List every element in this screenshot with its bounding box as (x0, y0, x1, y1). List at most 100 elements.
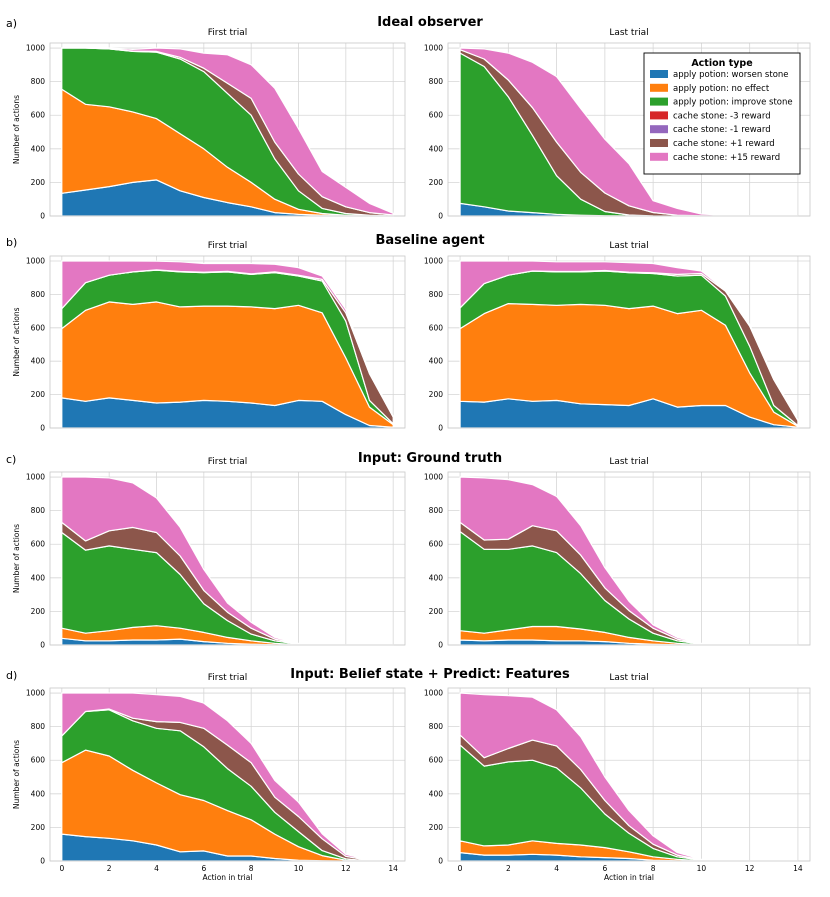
y-tick-label: 400 (429, 357, 444, 366)
subplot-title: Last trial (609, 28, 648, 38)
y-tick-label: 0 (40, 212, 45, 221)
x-axis-label: Action in trial (203, 873, 253, 882)
y-axis-label: Number of actions (12, 307, 21, 376)
subplot-title: First trial (208, 673, 248, 683)
subplot-title: Last trial (609, 457, 648, 467)
y-tick-label: 0 (438, 424, 443, 433)
legend-title: Action type (691, 58, 752, 69)
x-tick-label: 8 (651, 864, 656, 873)
y-tick-label: 600 (429, 111, 444, 120)
plot-frame (447, 255, 811, 429)
subplot-title: First trial (208, 28, 248, 38)
y-tick-label: 600 (31, 540, 46, 549)
series-area (459, 744, 799, 862)
y-tick-label: 600 (429, 323, 444, 332)
y-tick-label: 0 (438, 641, 443, 650)
y-tick-label: 200 (429, 178, 444, 187)
legend-swatch (650, 125, 668, 134)
legend-swatch (650, 97, 668, 106)
y-tick-label: 0 (40, 641, 45, 650)
y-tick-label: 400 (31, 789, 46, 798)
legend-item-label: cache stone: -1 reward (673, 125, 771, 135)
x-axis-label: Action in trial (604, 873, 654, 882)
legend-item-label: apply potion: improve stone (673, 98, 793, 108)
row-title: Baseline agent (375, 233, 484, 248)
y-tick-label: 1000 (26, 473, 45, 482)
legend-box (643, 52, 801, 175)
subplot-title: First trial (208, 457, 248, 467)
row-letter: c) (6, 453, 16, 466)
series-area (61, 47, 394, 216)
row-title: Input: Belief state + Predict: Features (290, 667, 570, 682)
x-tick-label: 0 (458, 864, 463, 873)
legend-swatch (650, 152, 668, 161)
x-tick-label: 0 (59, 864, 64, 873)
legend-item-label: cache stone: +1 reward (673, 139, 775, 149)
subplot-title: First trial (208, 241, 248, 251)
chart-panel: First trial 0 200 400 600 800 1000 Number of ac… (12, 457, 406, 650)
y-tick-label: 1000 (424, 44, 443, 53)
row-letter: d) (6, 669, 17, 682)
row-letter: a) (6, 17, 17, 30)
subplot-title: Last trial (609, 673, 648, 683)
x-tick-label: 2 (107, 864, 112, 873)
y-axis-label: Number of actions (12, 740, 21, 809)
y-tick-label: 400 (429, 789, 444, 798)
plot-frame (447, 687, 811, 862)
y-tick-label: 200 (429, 390, 444, 399)
y-tick-label: 800 (31, 722, 46, 731)
row-d-labels: d) Input: Belief state + Predict: Featur… (6, 667, 570, 682)
legend-swatch (650, 83, 668, 92)
y-tick-label: 200 (31, 823, 46, 832)
y-tick-label: 800 (429, 290, 444, 299)
y-tick-label: 800 (429, 722, 444, 731)
y-tick-label: 800 (429, 506, 444, 515)
x-tick-label: 6 (602, 864, 607, 873)
x-tick-label: 2 (506, 864, 511, 873)
chart-panel: First trial 0 200 400 600 800 1000 Number of ac… (12, 241, 406, 433)
legend-item-label: cache stone: +15 reward (673, 153, 780, 163)
chart-panel: Last trial 0 200 400 600 800 1000 (424, 457, 811, 650)
y-tick-label: 400 (31, 573, 46, 582)
chart-panel: Last trial 0 200 400 600 800 1000 0 2 4 6 8 10 12 14 Ac… (424, 673, 811, 882)
plot-frame (447, 42, 811, 217)
x-tick-label: 8 (249, 864, 254, 873)
row-b-labels: b) Baseline agent (6, 233, 485, 249)
y-tick-label: 200 (429, 823, 444, 832)
plot-frame (447, 471, 811, 646)
y-tick-label: 600 (31, 111, 46, 120)
y-tick-label: 800 (429, 77, 444, 86)
y-tick-label: 600 (31, 323, 46, 332)
legend-item-label: cache stone: -3 reward (673, 111, 771, 121)
row-title: Input: Ground truth (358, 451, 502, 466)
y-tick-label: 800 (31, 506, 46, 515)
y-tick-label: 0 (40, 424, 45, 433)
x-tick-label: 10 (697, 864, 707, 873)
chart-panel: Last trial 0 200 400 600 800 1000 (424, 241, 811, 433)
y-tick-label: 400 (429, 573, 444, 582)
y-tick-label: 400 (429, 144, 444, 153)
legend-swatch (650, 70, 668, 78)
legend-item-label: apply potion: no effect (673, 84, 770, 94)
series-area (459, 260, 799, 422)
y-tick-label: 1000 (26, 257, 45, 266)
y-tick-label: 0 (40, 857, 45, 866)
x-tick-label: 4 (154, 864, 159, 873)
y-tick-label: 200 (429, 607, 444, 616)
y-tick-label: 200 (31, 390, 46, 399)
y-tick-label: 1000 (26, 689, 45, 698)
x-tick-label: 12 (745, 864, 755, 873)
plot-frame (49, 255, 406, 429)
y-tick-label: 800 (31, 77, 46, 86)
legend-item-label: apply potion: worsen stone (673, 70, 789, 80)
subplot-title: Last trial (609, 241, 648, 251)
y-tick-label: 600 (31, 756, 46, 765)
y-tick-label: 1000 (424, 257, 443, 266)
y-axis-label: Number of actions (12, 524, 21, 593)
row-c-labels: c) Input: Ground truth (6, 451, 502, 466)
y-tick-label: 0 (438, 857, 443, 866)
y-tick-label: 200 (31, 607, 46, 616)
y-tick-label: 600 (429, 540, 444, 549)
y-tick-label: 1000 (424, 473, 443, 482)
